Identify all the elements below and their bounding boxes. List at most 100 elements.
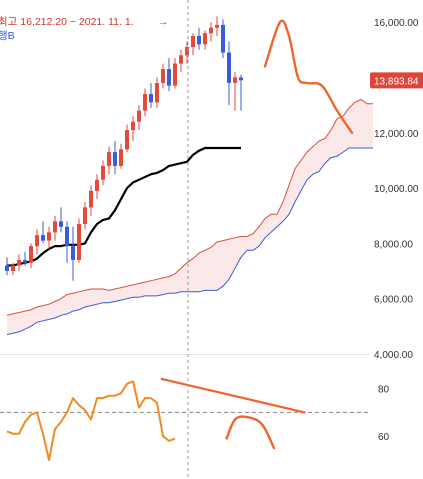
candle-body xyxy=(35,235,39,247)
candle xyxy=(119,143,123,169)
candle xyxy=(131,116,135,141)
price-axis-tick-label: 4,000.00 xyxy=(374,350,413,361)
candle-body xyxy=(191,36,195,48)
candle xyxy=(47,226,51,249)
price-axis-tick-label: 8,000.00 xyxy=(374,239,413,250)
oscillator-y-axis: 80 60 xyxy=(378,385,390,444)
candle-body xyxy=(197,36,201,45)
candle-body xyxy=(209,27,213,34)
candle xyxy=(101,160,105,186)
leading-span-b-line xyxy=(6,147,373,336)
candle xyxy=(107,146,111,175)
candle-body xyxy=(77,224,81,260)
price-axis-tick-label: 10,000.00 xyxy=(374,184,419,195)
oscillator-line xyxy=(6,380,176,461)
candle-body xyxy=(47,232,51,241)
candle xyxy=(29,243,33,269)
candle-body xyxy=(143,94,147,111)
candle xyxy=(41,221,45,244)
candle-body xyxy=(71,246,75,260)
candle-body xyxy=(239,77,243,81)
candle xyxy=(5,257,9,276)
candle-body xyxy=(113,152,117,166)
candle-body xyxy=(29,246,33,263)
candle xyxy=(17,254,21,271)
high-price-arrow: → xyxy=(158,16,169,28)
candle xyxy=(155,77,159,108)
ichimoku-cloud xyxy=(7,99,373,335)
candle-body xyxy=(203,33,207,45)
high-price-annotation: 최고 16,212.20 − 2021. 11. 1. xyxy=(0,16,134,28)
candle xyxy=(185,41,189,64)
candle xyxy=(83,201,87,230)
candle xyxy=(239,74,243,111)
candle-body xyxy=(137,110,141,122)
candle xyxy=(137,105,141,130)
oscillator-chart: 80 60 xyxy=(0,377,390,461)
candle-body xyxy=(89,190,93,208)
candle xyxy=(65,221,69,263)
candle xyxy=(59,207,63,233)
current-price-tag-background xyxy=(370,72,423,89)
oscillator-axis-tick-label: 80 xyxy=(378,385,390,396)
current-price-label: 13,893.84 xyxy=(374,76,419,87)
candle-body xyxy=(125,130,129,150)
candle-body xyxy=(167,69,171,86)
candle-body xyxy=(233,77,237,83)
candle-body xyxy=(215,24,219,28)
candle-body xyxy=(53,221,57,233)
price-y-axis: 16,000.0014,000.0012,000.0010,000.008,00… xyxy=(374,18,419,361)
candle xyxy=(191,33,195,56)
candle xyxy=(167,58,171,92)
price-axis-tick-label: 16,000.00 xyxy=(374,18,419,29)
candle-body xyxy=(173,63,177,86)
leading-span-a-line xyxy=(6,99,373,316)
candle-body xyxy=(5,265,9,271)
span-b-legend-label: 행B xyxy=(0,30,15,42)
price-axis-tick-label: 6,000.00 xyxy=(374,295,413,306)
candle xyxy=(215,16,219,36)
current-price-tag: 13,893.84 xyxy=(370,72,423,89)
candle-body xyxy=(161,69,165,83)
candle xyxy=(173,58,177,89)
candle xyxy=(233,71,237,111)
oscillator-axis-tick-label: 60 xyxy=(378,432,390,443)
candle xyxy=(71,226,75,281)
price-axis-tick-label: 12,000.00 xyxy=(374,129,419,140)
candle xyxy=(11,262,15,276)
candle xyxy=(113,141,117,175)
candle-body xyxy=(59,221,63,227)
candle-body xyxy=(221,24,225,53)
candle-body xyxy=(155,83,159,103)
candle-body xyxy=(179,55,183,64)
price-forecast-curve xyxy=(263,19,354,134)
price-chart: 16,000.0014,000.0012,000.0010,000.008,00… xyxy=(0,16,423,361)
candle xyxy=(53,215,57,241)
candle-body xyxy=(101,165,105,180)
candle xyxy=(125,124,129,153)
candlestick-series xyxy=(5,16,243,281)
candle xyxy=(89,185,93,216)
candle-body xyxy=(11,265,15,271)
candle-body xyxy=(65,226,69,247)
candle xyxy=(221,19,225,59)
candle-body xyxy=(185,47,189,56)
candle-body xyxy=(107,152,111,166)
candle xyxy=(197,27,201,50)
candle xyxy=(143,88,147,117)
conversion-line xyxy=(7,146,241,267)
candle-body xyxy=(131,121,135,130)
candle xyxy=(179,49,183,72)
oscillator-forecast-curve xyxy=(225,415,276,450)
candle-body xyxy=(227,52,231,83)
candle xyxy=(227,41,231,106)
candle-body xyxy=(119,149,123,166)
candle-body xyxy=(23,260,27,263)
candle xyxy=(77,218,81,263)
candle xyxy=(149,83,153,108)
candle-body xyxy=(17,260,21,266)
candle xyxy=(209,22,213,42)
candle-body xyxy=(95,179,99,191)
candle xyxy=(161,63,165,89)
